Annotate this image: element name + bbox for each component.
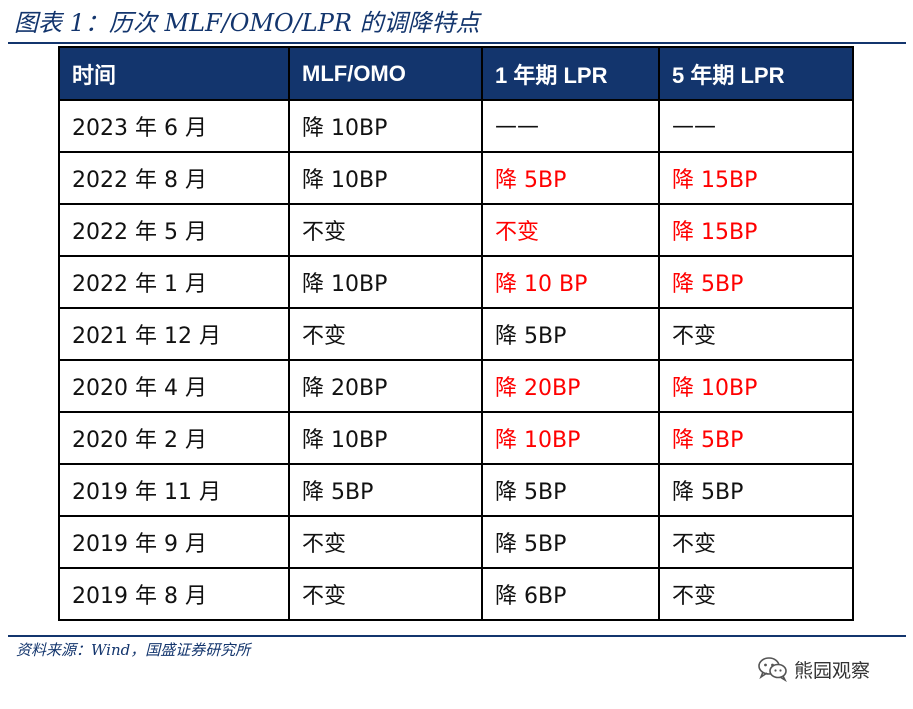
time-cell: 2021 年 12 月	[58, 307, 290, 361]
table-row: 2023 年 6 月降 10BP —— ——	[58, 99, 854, 153]
time-cell: 2022 年 8 月	[58, 151, 290, 205]
lpr-1y-cell: 降 20BP	[481, 359, 660, 413]
figure-title: 图表 1：历次 MLF/OMO/LPR 的调降特点	[14, 9, 480, 37]
lpr-1y-cell: 降 5BP	[481, 151, 660, 205]
table-row: 2022 年 1 月降 10BP 降 10 BP 降 5BP	[58, 255, 854, 309]
lpr-1y-cell: 不变	[481, 203, 660, 257]
lpr-5y-cell: 不变	[658, 307, 854, 361]
mlf-omo-cell: 降 10BP	[288, 99, 483, 153]
time-cell: 2023 年 6 月	[58, 99, 290, 153]
time-cell: 2019 年 11 月	[58, 463, 290, 517]
lpr-1y-cell: 降 5BP	[481, 307, 660, 361]
lpr-5y-cell: ——	[658, 99, 854, 153]
table-row: 2022 年 5 月不变 不变降 15BP	[58, 203, 854, 257]
mlf-omo-cell: 不变	[288, 567, 483, 621]
table-row: 2019 年 8 月不变降 6BP 不变	[58, 567, 854, 621]
lpr-1y-cell: 降 5BP	[481, 463, 660, 517]
table-header-row: 时间 MLF/OMO 1 年期 LPR 5 年期 LPR	[58, 46, 854, 101]
mlf-omo-cell: 不变	[288, 307, 483, 361]
table-row: 2019 年 9 月不变降 5BP 不变	[58, 515, 854, 569]
wechat-watermark: 熊园观察	[758, 653, 870, 685]
table-row: 2020 年 2 月降 10BP 降 10BP 降 5BP	[58, 411, 854, 465]
mlf-omo-cell: 降 10BP	[288, 255, 483, 309]
time-cell: 2019 年 9 月	[58, 515, 290, 569]
header-1y-lpr: 1 年期 LPR	[481, 46, 660, 101]
lpr-5y-cell: 降 5BP	[658, 463, 854, 517]
source-divider	[8, 635, 906, 637]
lpr-5y-cell: 降 15BP	[658, 151, 854, 205]
source-note: 资料来源：Wind，国盛证券研究所	[16, 641, 251, 659]
table-row: 2019 年 11 月降 5BP 降 5BP 降 5BP	[58, 463, 854, 517]
mlf-omo-cell: 不变	[288, 203, 483, 257]
mlf-omo-cell: 降 10BP	[288, 151, 483, 205]
lpr-5y-cell: 不变	[658, 515, 854, 569]
header-time: 时间	[58, 46, 290, 101]
time-cell: 2019 年 8 月	[58, 567, 290, 621]
lpr-1y-cell: 降 5BP	[481, 515, 660, 569]
table-row: 2022 年 8 月降 10BP 降 5BP 降 15BP	[58, 151, 854, 205]
time-cell: 2020 年 2 月	[58, 411, 290, 465]
lpr-5y-cell: 不变	[658, 567, 854, 621]
lpr-5y-cell: 降 5BP	[658, 411, 854, 465]
mlf-omo-cell: 降 10BP	[288, 411, 483, 465]
lpr-1y-cell: 降 10 BP	[481, 255, 660, 309]
lpr-rate-cut-table: 时间 MLF/OMO 1 年期 LPR 5 年期 LPR 2023 年 6 月降…	[58, 46, 854, 621]
table-row: 2021 年 12 月不变降 5BP 不变	[58, 307, 854, 361]
time-cell: 2022 年 1 月	[58, 255, 290, 309]
wechat-icon	[758, 656, 788, 683]
mlf-omo-cell: 降 20BP	[288, 359, 483, 413]
lpr-1y-cell: ——	[481, 99, 660, 153]
mlf-omo-cell: 不变	[288, 515, 483, 569]
mlf-omo-cell: 降 5BP	[288, 463, 483, 517]
lpr-1y-cell: 降 6BP	[481, 567, 660, 621]
title-divider	[8, 42, 906, 44]
time-cell: 2020 年 4 月	[58, 359, 290, 413]
lpr-1y-cell: 降 10BP	[481, 411, 660, 465]
lpr-5y-cell: 降 10BP	[658, 359, 854, 413]
header-mlf-omo: MLF/OMO	[288, 46, 483, 101]
lpr-5y-cell: 降 5BP	[658, 255, 854, 309]
time-cell: 2022 年 5 月	[58, 203, 290, 257]
watermark-label: 熊园观察	[794, 659, 871, 682]
lpr-5y-cell: 降 15BP	[658, 203, 854, 257]
table-row: 2020 年 4 月降 20BP 降 20BP 降 10BP	[58, 359, 854, 413]
header-5y-lpr: 5 年期 LPR	[658, 46, 854, 101]
